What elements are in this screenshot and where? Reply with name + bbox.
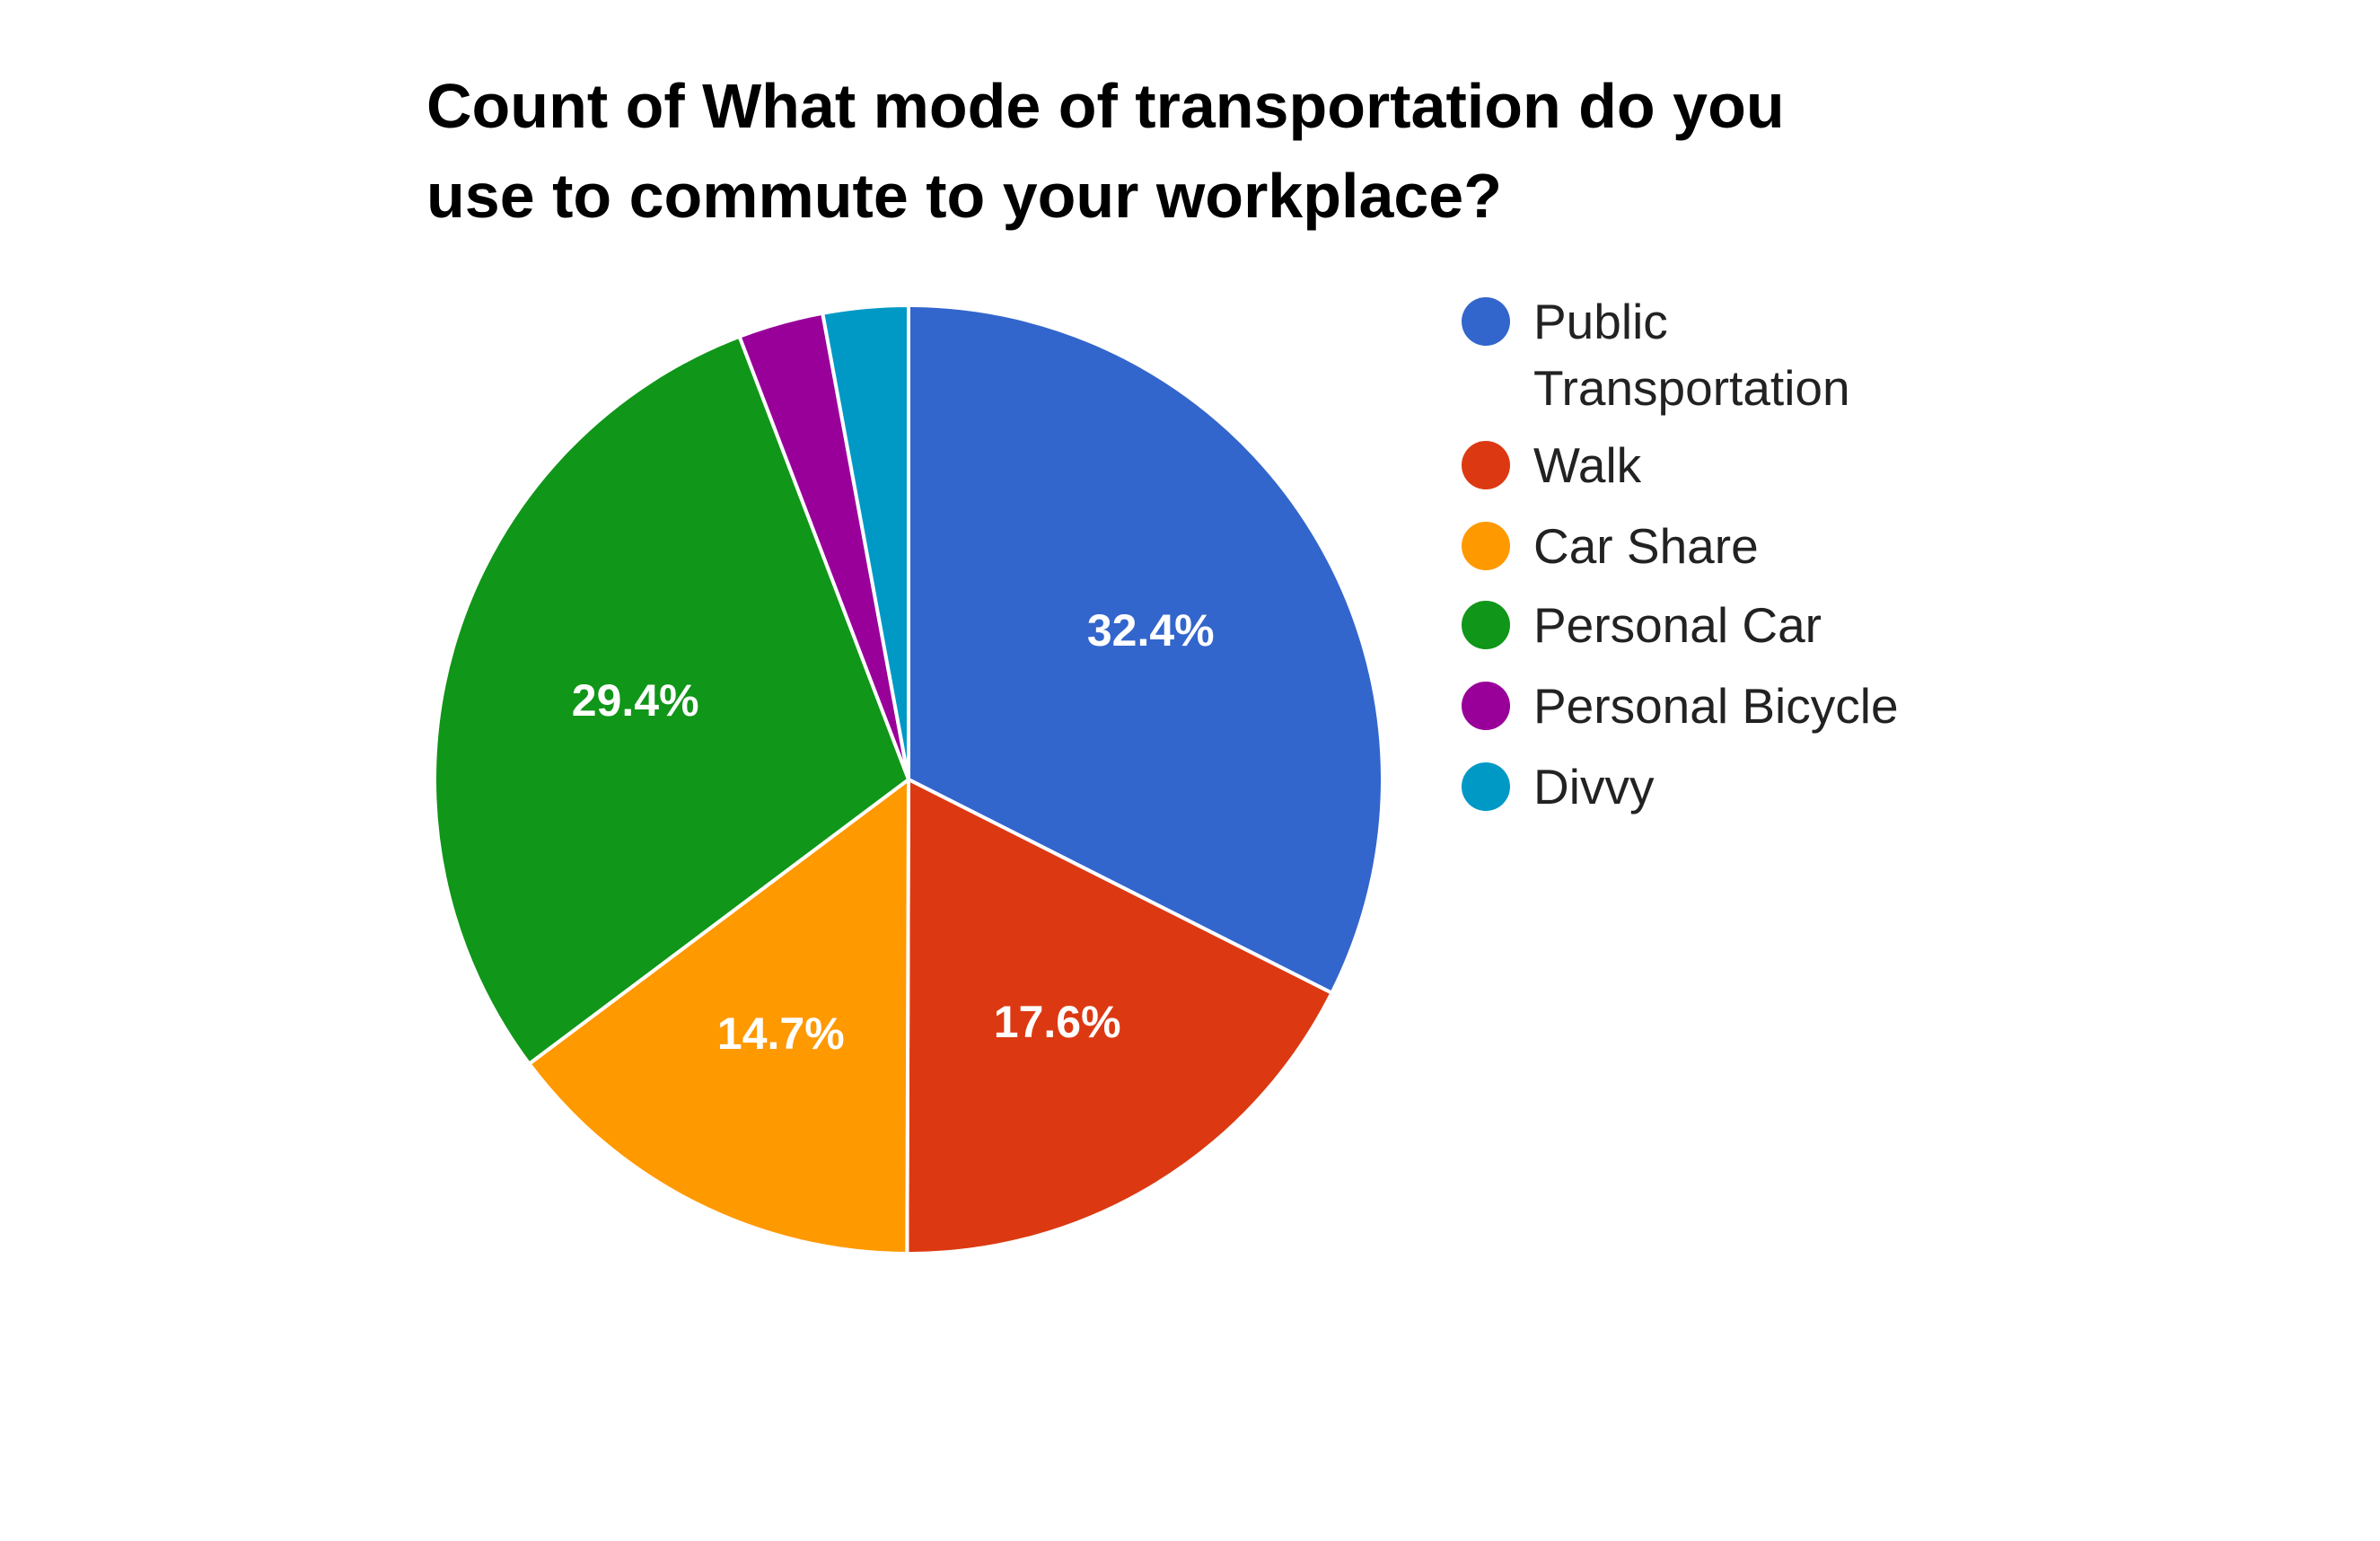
- pie-slices: [433, 303, 1384, 1256]
- legend-label-personal-bicycle: Personal Bicycle: [1533, 678, 1899, 734]
- pie-slice-personal-car: [433, 334, 911, 1067]
- slice-label-public-transportation: 32.4%: [1087, 605, 1215, 656]
- legend-swatch-public-transportation: [1462, 297, 1510, 346]
- legend-item-walk: Walk: [1462, 437, 1642, 493]
- pie-slice-walk: [905, 776, 1335, 1256]
- chart-title-line-1: Count of What mode of transportation do …: [426, 71, 1785, 141]
- slice-label-car-share: 14.7%: [717, 1008, 845, 1059]
- legend-item-public-transportation: Public Transportation: [1462, 294, 1850, 416]
- slice-label-walk: 17.6%: [994, 997, 1121, 1047]
- legend-label-walk: Walk: [1533, 437, 1642, 493]
- legend-item-personal-bicycle: Personal Bicycle: [1462, 678, 1899, 734]
- pie-slice-public-transportation: [907, 303, 1384, 996]
- legend-swatch-divvy: [1462, 762, 1510, 811]
- legend-label-public-transportation-line-1: Public: [1533, 294, 1668, 349]
- legend-item-car-share: Car Share: [1462, 518, 1759, 574]
- legend-item-personal-car: Personal Car: [1462, 597, 1822, 653]
- legend: Public Transportation Walk Car Share Persona…: [1462, 294, 1899, 815]
- legend-swatch-personal-car: [1462, 601, 1510, 649]
- legend-label-car-share: Car Share: [1533, 518, 1759, 574]
- pie-slice-car-share: [526, 775, 911, 1256]
- pie-slice-labels: 32.4% 17.6% 14.7% 29.4%: [572, 605, 1215, 1059]
- slice-label-personal-car: 29.4%: [572, 675, 699, 726]
- legend-item-divvy: Divvy: [1462, 759, 1655, 815]
- legend-label-public-transportation-line-2: Transportation: [1533, 360, 1850, 416]
- chart-title-line-2: use to commute to your workplace?: [426, 161, 1502, 231]
- legend-swatch-walk: [1462, 441, 1510, 489]
- legend-swatch-personal-bicycle: [1462, 682, 1510, 730]
- legend-label-divvy: Divvy: [1533, 759, 1655, 815]
- legend-swatch-car-share: [1462, 522, 1510, 570]
- pie-slice-divvy: [820, 303, 910, 780]
- legend-label-personal-car: Personal Car: [1533, 597, 1822, 653]
- chart-title: Count of What mode of transportation do …: [426, 71, 1785, 231]
